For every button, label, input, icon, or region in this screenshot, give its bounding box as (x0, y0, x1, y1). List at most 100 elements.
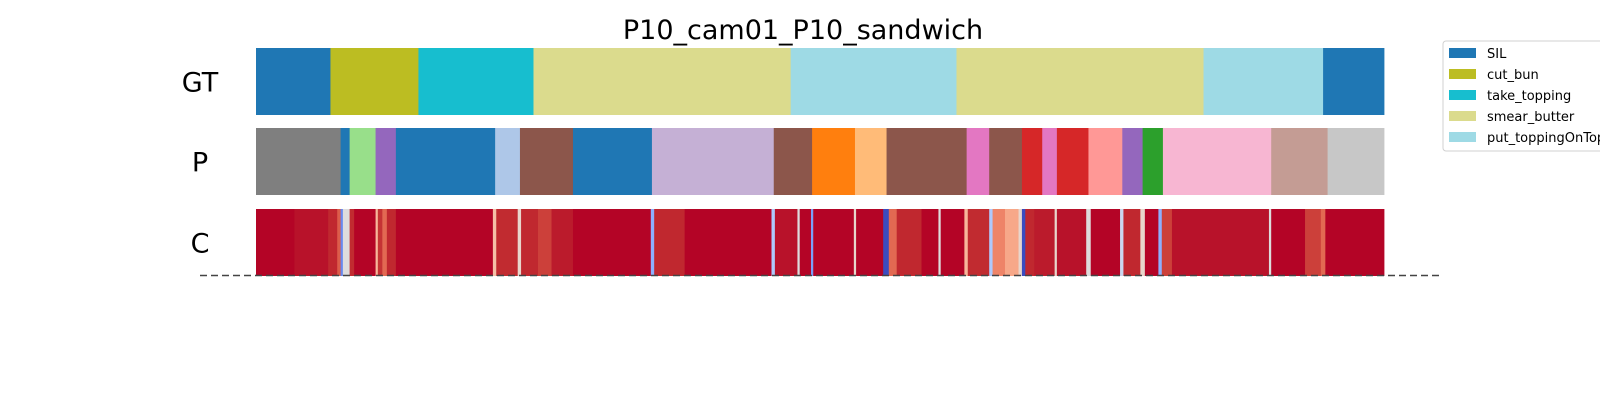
segment-p-6 (519, 128, 574, 195)
segment-c-5 (342, 209, 351, 276)
segment-c-10 (382, 209, 388, 276)
segment-c-3 (337, 209, 341, 276)
segment-c-43 (1021, 209, 1026, 276)
legend-label-sil: SIL (1487, 47, 1507, 62)
segment-p-21 (1162, 128, 1272, 195)
segment-p-10 (812, 128, 856, 195)
legend-label-take_topping: take_topping (1487, 89, 1571, 104)
segment-gt-5 (956, 48, 1204, 115)
segment-p-15 (1021, 128, 1043, 195)
legend-swatch-sil (1449, 48, 1476, 58)
segment-p-11 (854, 128, 887, 195)
segment-c-25 (797, 209, 801, 276)
segment-p-20 (1142, 128, 1164, 195)
segment-p-23 (1327, 128, 1385, 195)
segment-c-7 (354, 209, 376, 276)
segment-p-16 (1042, 128, 1058, 195)
segment-c-8 (375, 209, 379, 276)
segment-p-4 (395, 128, 496, 195)
segment-c-56 (1171, 209, 1270, 276)
legend-swatch-put_toppingontop (1449, 132, 1476, 142)
segment-c-35 (938, 209, 942, 276)
legend: SIL cut_bun take_topping smear_butter put_to… (1442, 40, 1600, 152)
segment-c-50 (1120, 209, 1124, 276)
segment-p-0 (256, 128, 341, 195)
segment-c-6 (349, 209, 355, 276)
segment-p-18 (1088, 128, 1123, 195)
segment-p-1 (340, 128, 351, 195)
segment-c-38 (967, 209, 990, 276)
segment-c-60 (1320, 209, 1326, 276)
segment-p-19 (1122, 128, 1143, 195)
row-label-p: P (192, 148, 208, 179)
legend-swatch-smear_butter (1449, 111, 1476, 121)
segment-c-37 (964, 209, 969, 276)
segmentation-rows: GT P C (182, 48, 1385, 276)
segment-c-17 (538, 209, 552, 276)
segment-c-40 (992, 209, 1006, 276)
segment-p-3 (375, 128, 397, 195)
row-label-c: C (191, 229, 210, 260)
legend-entries: SIL cut_bun take_topping smear_butter put_to… (1449, 47, 1600, 146)
segment-gt-4 (790, 48, 957, 115)
segment-c-14 (496, 209, 519, 276)
segment-gt-6 (1203, 48, 1324, 115)
segment-c-23 (771, 209, 776, 276)
segment-gt-2 (418, 48, 534, 115)
segment-p-9 (773, 128, 813, 195)
row-label-gt: GT (182, 68, 219, 99)
segment-c-27 (810, 209, 814, 276)
chart-title: P10_cam01_P10_sandwich (623, 15, 983, 46)
segment-c-33 (896, 209, 922, 276)
legend-label-cut_bun: cut_bun (1487, 68, 1539, 83)
segment-c-32 (888, 209, 898, 276)
segment-c-31 (883, 209, 890, 276)
segment-c-16 (521, 209, 539, 276)
segment-c-42 (1018, 209, 1023, 276)
segment-p-2 (349, 128, 376, 195)
segment-c-2 (328, 209, 338, 276)
segment-c-36 (940, 209, 965, 276)
row-gt: GT (182, 48, 1385, 115)
segment-p-5 (495, 128, 521, 195)
segment-c-39 (989, 209, 993, 276)
segment-c-57 (1268, 209, 1272, 276)
segment-c-12 (395, 209, 494, 276)
segment-c-28 (813, 209, 855, 276)
segment-p-17 (1056, 128, 1089, 195)
legend-label-smear_butter: smear_butter (1487, 110, 1575, 125)
segment-c-13 (492, 209, 497, 276)
segment-c-55 (1161, 209, 1173, 276)
segment-gt-3 (533, 48, 792, 115)
segment-c-24 (774, 209, 798, 276)
segment-c-29 (853, 209, 857, 276)
segment-c-1 (294, 209, 329, 276)
legend-frame (1442, 40, 1600, 152)
segment-c-4 (340, 209, 344, 276)
segment-c-51 (1123, 209, 1141, 276)
segment-c-15 (517, 209, 522, 276)
segment-c-9 (377, 209, 383, 276)
segment-c-45 (1034, 209, 1056, 276)
segment-gt-7 (1323, 48, 1385, 115)
segment-c-54 (1158, 209, 1163, 276)
segment-p-22 (1271, 128, 1328, 195)
legend-swatch-take_topping (1449, 90, 1476, 100)
segment-c-41 (1004, 209, 1019, 276)
segment-c-52 (1140, 209, 1146, 276)
row-c: C (191, 209, 1385, 276)
segment-c-49 (1090, 209, 1121, 276)
segment-gt-1 (330, 48, 419, 115)
segment-c-11 (386, 209, 397, 276)
legend-swatch-cut_bun (1449, 69, 1476, 79)
legend-label-put_toppingontop: put_toppingOnTop (1487, 131, 1600, 146)
segment-c-19 (572, 209, 652, 276)
segment-c-30 (856, 209, 884, 276)
segment-c-26 (799, 209, 812, 276)
segment-p-12 (886, 128, 968, 195)
segment-p-8 (651, 128, 775, 195)
segment-c-44 (1025, 209, 1035, 276)
segment-p-14 (989, 128, 1023, 195)
segment-c-58 (1271, 209, 1306, 276)
